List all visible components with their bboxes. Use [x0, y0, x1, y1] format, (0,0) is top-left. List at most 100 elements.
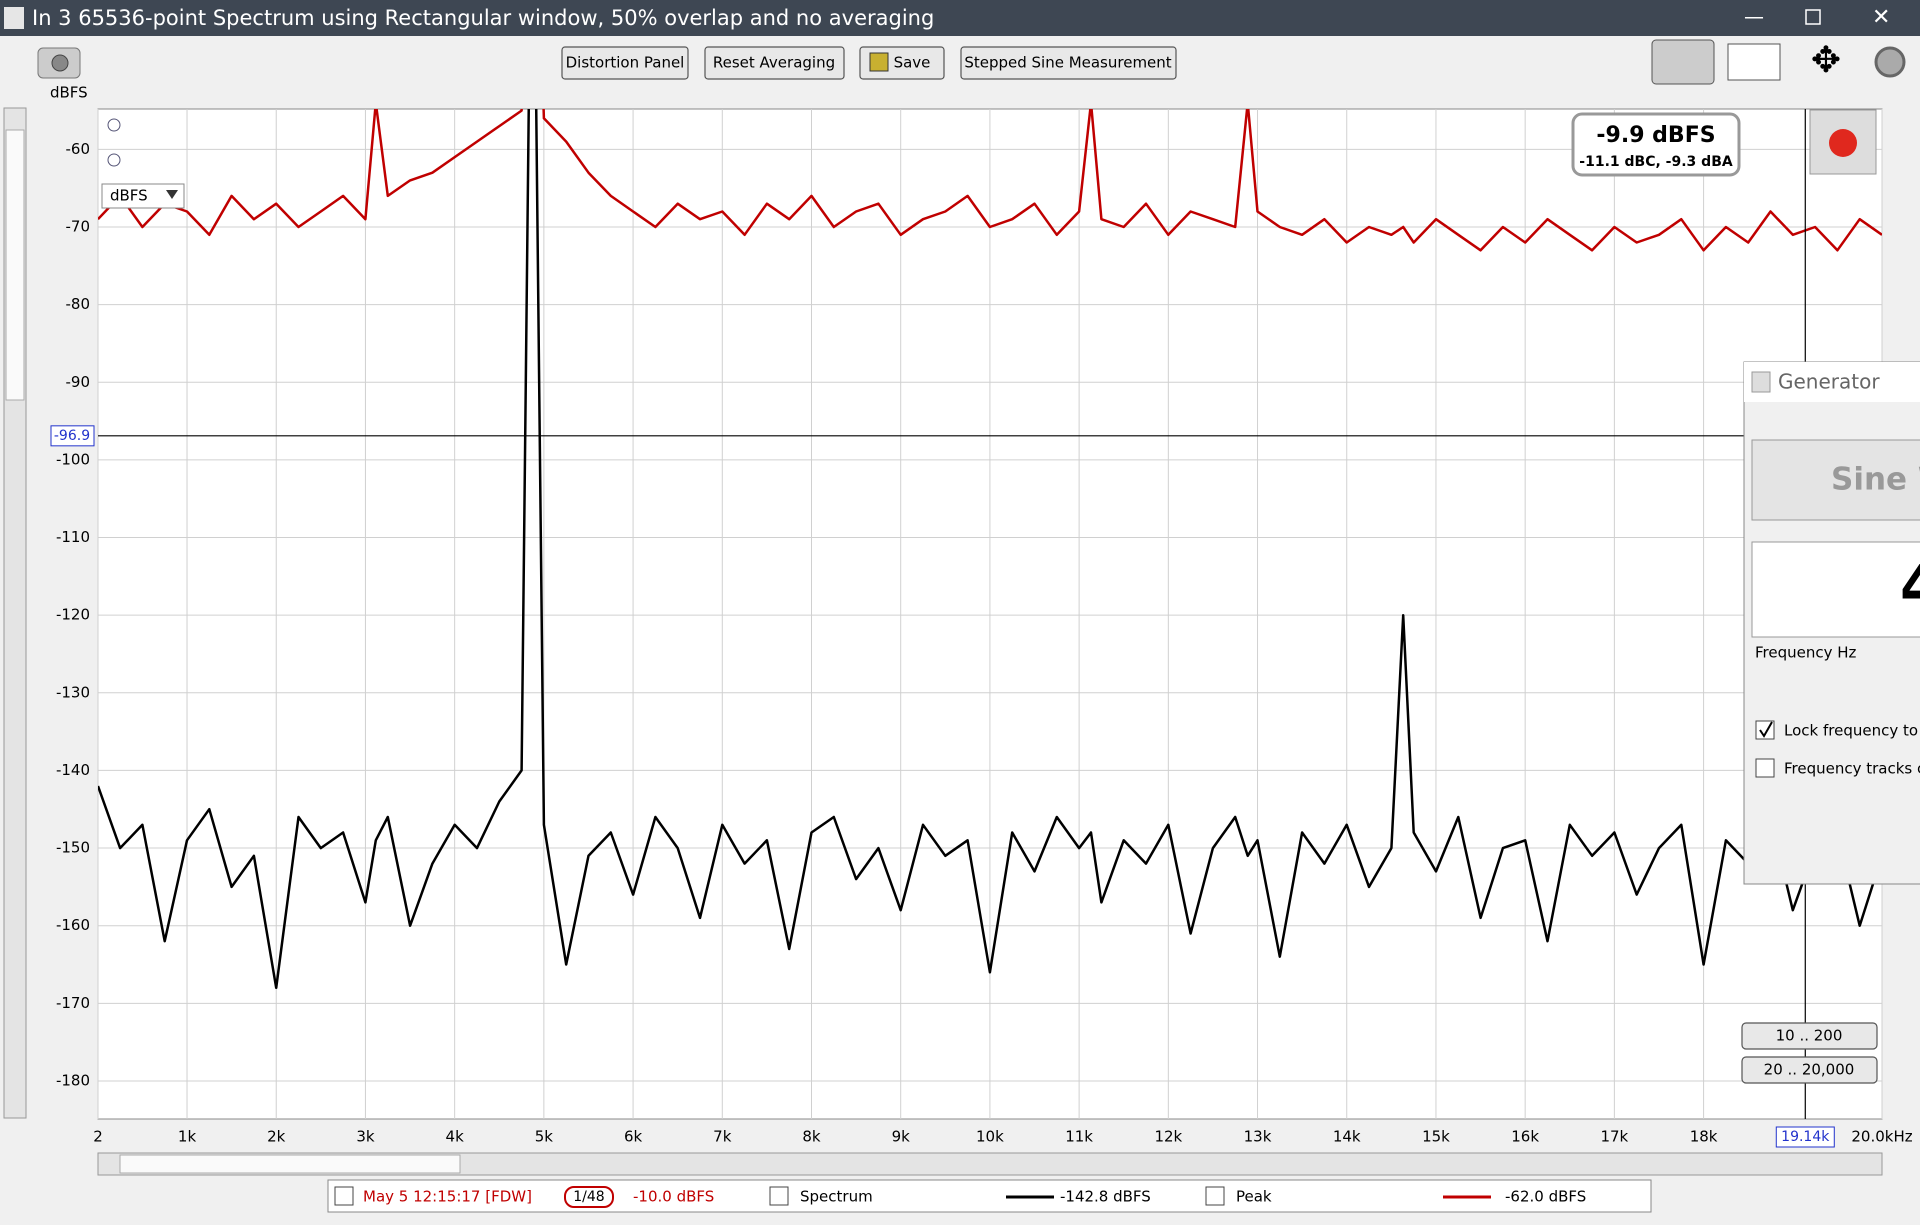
x-tick-label: 15k [1422, 1128, 1450, 1146]
zoom-out[interactable] [107, 153, 121, 167]
minimize[interactable]: — [1744, 5, 1764, 29]
button-label: Reset Averaging [713, 54, 835, 72]
button[interactable] [960, 46, 1177, 80]
horizontal-scrollbar[interactable] [97, 1152, 1883, 1176]
y-tick-label: -130 [56, 683, 90, 701]
y-tick-label: -90 [66, 373, 91, 391]
frequency-value: 4 [1900, 552, 1920, 620]
measurement-level: -10.0 dBFS [633, 1188, 714, 1206]
x-tick-label: 9k [892, 1128, 911, 1146]
settings-button[interactable] [1874, 46, 1906, 78]
cursor-label-box [1775, 1126, 1835, 1148]
x-tick-label: 18k [1690, 1128, 1718, 1146]
x-tick-label: 7k [713, 1128, 732, 1146]
trace [98, 109, 1882, 990]
readout-sub: -11.1 dBC, -9.3 dBA [1579, 154, 1733, 170]
trace [98, 109, 1882, 252]
y-tick-label: -60 [66, 140, 91, 158]
x-tick-label: 4k [446, 1128, 465, 1146]
cursor-x-label: 19.14k [1781, 1129, 1830, 1145]
x-tick-label: 3k [356, 1128, 375, 1146]
legend-name: Spectrum [800, 1188, 873, 1206]
generator-titlebar [1744, 362, 1920, 402]
app-icon [4, 7, 24, 29]
y-axis-label: dBFS [50, 84, 88, 102]
range-button-label: 10 .. 200 [1776, 1027, 1843, 1045]
waveform-button[interactable] [1751, 439, 1920, 521]
x-tick-label: 10k [976, 1128, 1004, 1146]
legend: May 5 12:15:17 [FDW] 1/48 -10.0 dBFS Spe… [327, 1179, 1652, 1213]
save-icon [869, 52, 889, 72]
x-tick-label: 1k [178, 1128, 197, 1146]
range-button[interactable] [1741, 1056, 1878, 1084]
legend-box [327, 1179, 1652, 1213]
generator-title: Generator [1778, 370, 1880, 394]
button[interactable] [561, 46, 689, 80]
y-tick-label: -80 [66, 295, 91, 313]
x-tick-label: 11k [1065, 1128, 1093, 1146]
view-button[interactable] [1651, 39, 1715, 85]
x-tick-label: 8k [802, 1128, 821, 1146]
cursor-label-box [50, 425, 95, 447]
y-tick-label: -70 [66, 218, 91, 236]
toolbar: Distortion Panel Reset Averaging Save St… [561, 46, 1177, 80]
y-tick-label: -150 [56, 839, 90, 857]
zoom-in[interactable] [107, 118, 121, 132]
legend-level: -62.0 dBFS [1505, 1188, 1586, 1206]
waveform-label: Sine W [1831, 462, 1920, 498]
checkmark [1759, 721, 1773, 738]
smoothing: 1/48 [573, 1189, 604, 1205]
y-tick-label: -160 [56, 916, 90, 934]
x-tick-label: 12k [1154, 1128, 1182, 1146]
generator-icon [1751, 371, 1771, 393]
frequency-field[interactable] [1751, 541, 1920, 638]
legend-name: Peak [1236, 1188, 1272, 1206]
x-tick-label: 16k [1511, 1128, 1539, 1146]
unit-dropdown-label: dBFS [110, 187, 148, 205]
y-tick-label: -180 [56, 1071, 90, 1089]
y-tick-label: -140 [56, 761, 90, 779]
x-tick-label: 17k [1600, 1128, 1628, 1146]
range-button[interactable] [1741, 1022, 1878, 1050]
generator-panel: Generator Sine W 4 Frequency Hz Lock fre… [1743, 361, 1920, 885]
frequency-label: Frequency Hz [1755, 644, 1857, 662]
x-tick-label: 2k [267, 1128, 286, 1146]
pan-button[interactable]: ✥ [1811, 40, 1841, 81]
readout-main: -9.9 dBFS [1596, 123, 1715, 148]
x-tick-label: 2 [93, 1128, 103, 1146]
y-tick-label: -120 [56, 606, 90, 624]
x-tick-label: 14k [1333, 1128, 1361, 1146]
button-label: Distortion Panel [566, 54, 685, 72]
checkbox[interactable] [1205, 1186, 1225, 1206]
measurement-name: May 5 12:15:17 [FDW] [363, 1188, 532, 1206]
view-button[interactable] [1727, 43, 1781, 81]
x-tick-label: 6k [624, 1128, 643, 1146]
checkbox[interactable] [1755, 758, 1775, 778]
close[interactable]: ✕ [1872, 5, 1890, 30]
x-tick-label: 20.0kHz [1851, 1128, 1912, 1146]
x-tick-label: 5k [535, 1128, 554, 1146]
title-bar [0, 0, 1920, 36]
scroll-thumb[interactable] [5, 129, 25, 401]
scroll-thumb[interactable] [119, 1154, 461, 1174]
button-label: Save [894, 54, 931, 72]
checkbox[interactable] [334, 1186, 354, 1206]
dropdown-arrow [166, 190, 178, 199]
range-button-label: 20 .. 20,000 [1764, 1061, 1855, 1079]
restore[interactable] [1805, 9, 1821, 25]
option-label: Frequency tracks c [1784, 760, 1920, 778]
x-tick-label: 13k [1244, 1128, 1272, 1146]
option-label: Lock frequency to [1784, 722, 1918, 740]
button[interactable] [704, 46, 845, 80]
snapshot-icon [51, 54, 69, 72]
window-title: In 3 65536-point Spectrum using Rectangu… [32, 6, 934, 30]
button-label: Stepped Sine Measurement [964, 54, 1171, 72]
legend-level: -142.8 dBFS [1060, 1188, 1151, 1206]
checkbox[interactable] [769, 1186, 789, 1206]
cursor-y-label: -96.9 [54, 428, 90, 444]
y-tick-label: -110 [56, 528, 90, 546]
record-icon [1829, 129, 1857, 157]
y-tick-label: -100 [56, 450, 90, 468]
smoothing-badge [564, 1186, 614, 1208]
